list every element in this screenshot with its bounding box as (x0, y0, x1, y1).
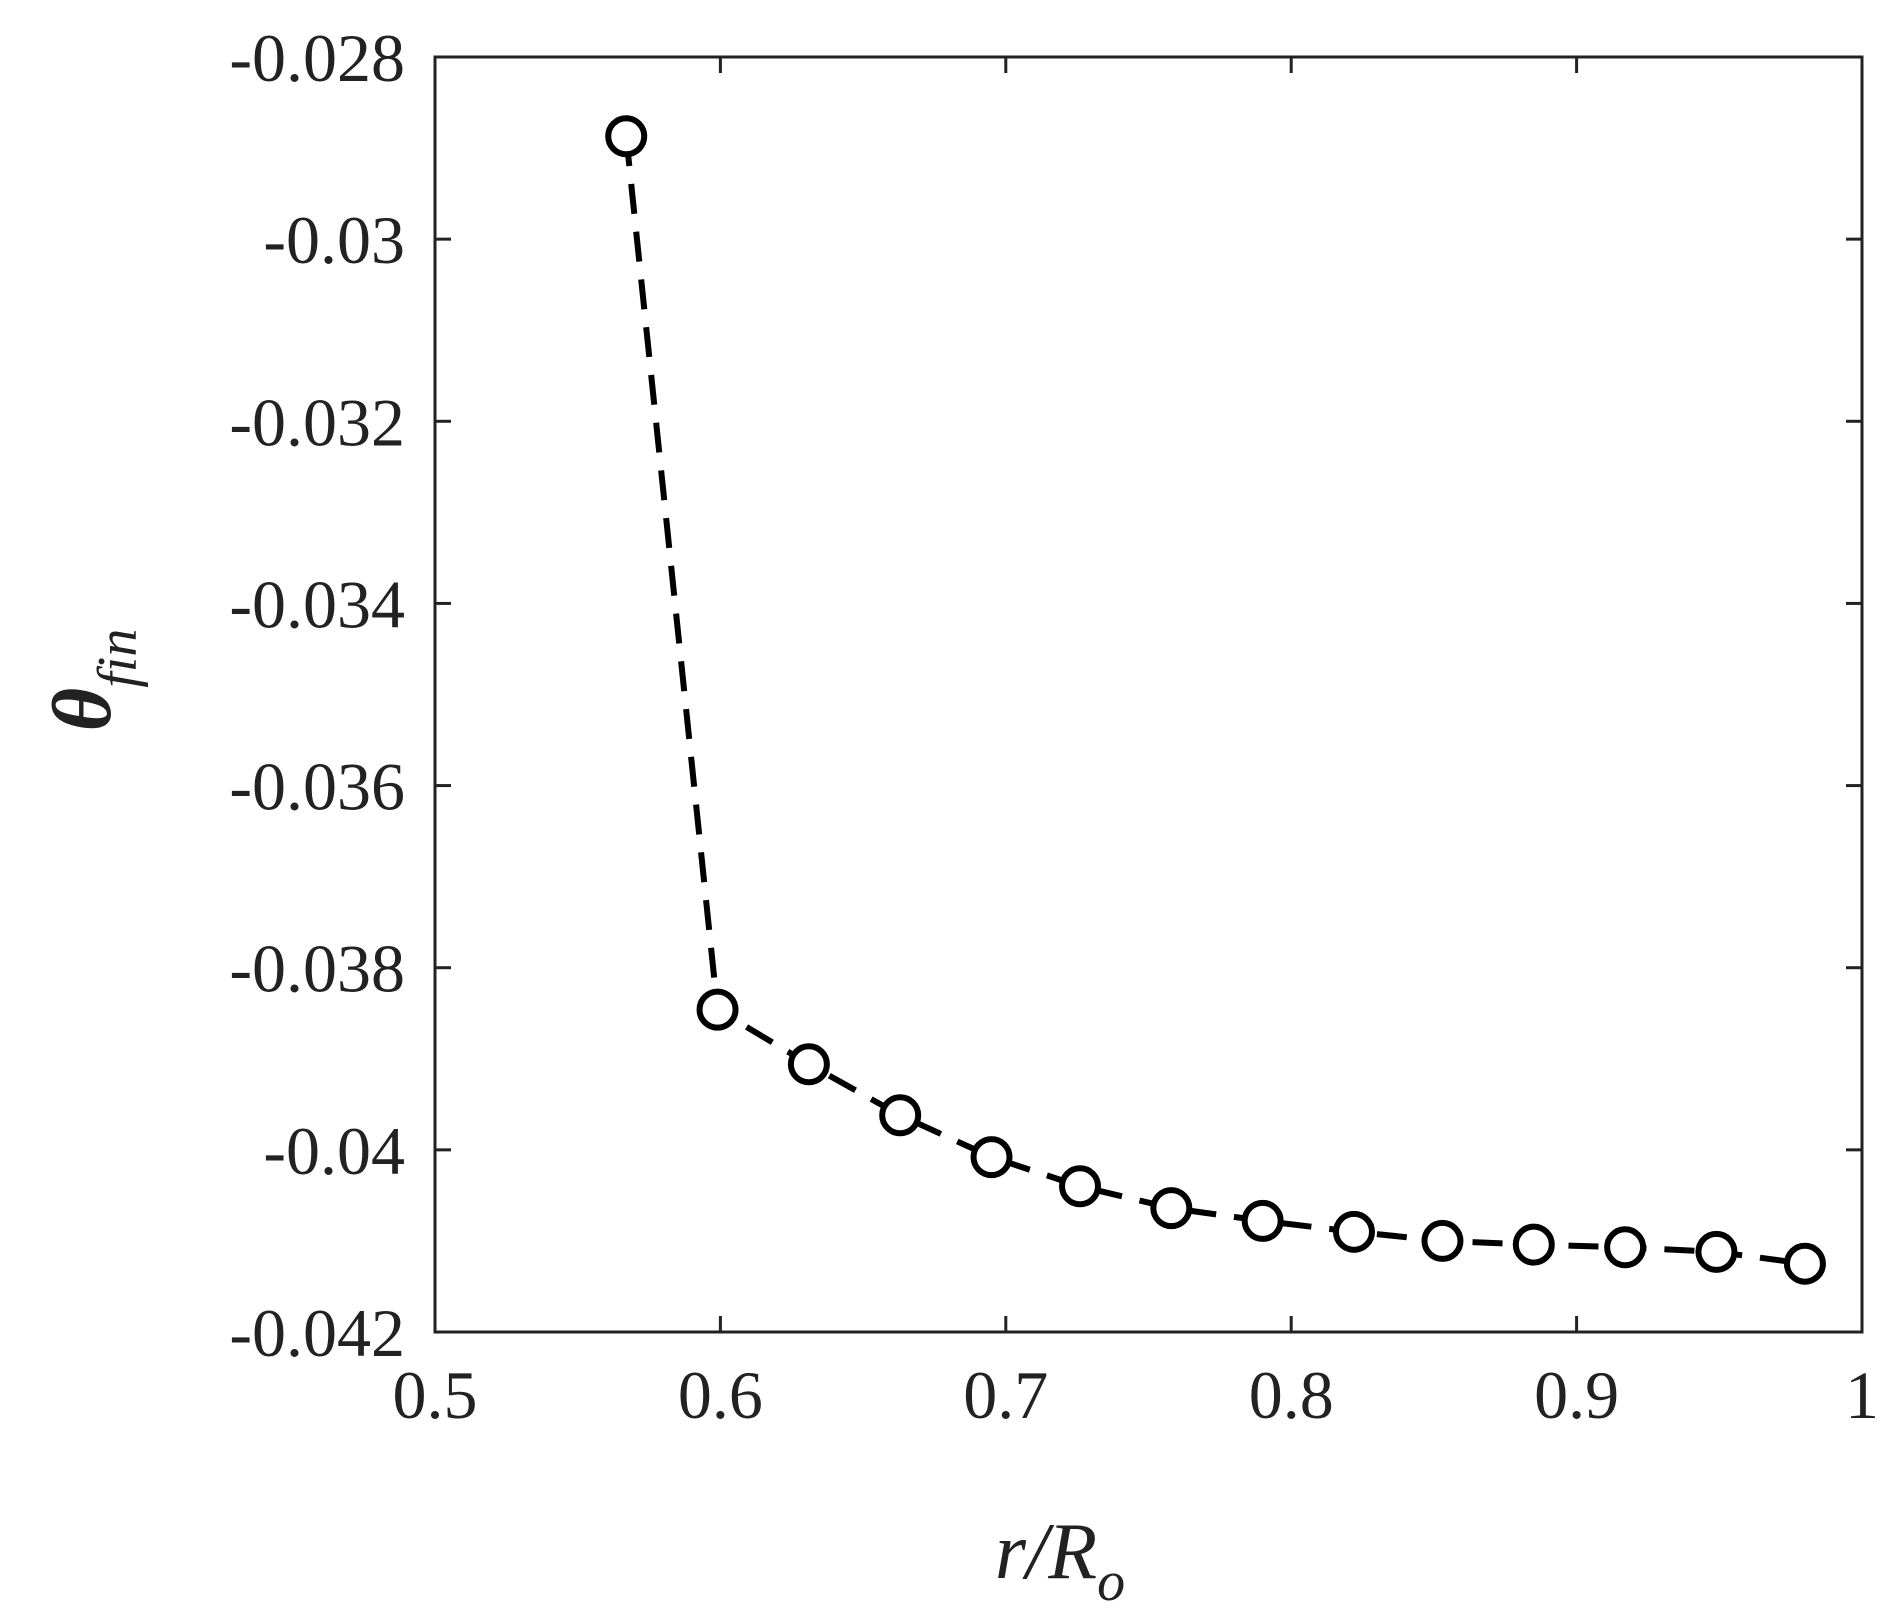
plot-area: 0.5 0.6 0.7 0.8 0.9 1 -0.028 -0.03 -0.032 -0.034 -… (229, 20, 1879, 1433)
data-point (1695, 1230, 1738, 1273)
y-tick-label: -0.042 (229, 1295, 405, 1371)
x-axis-title-sub: o (1097, 1551, 1125, 1612)
data-point (879, 1094, 922, 1137)
y-axis-title-sub: fin (87, 629, 149, 688)
x-axis-title-main: r/R (995, 1508, 1097, 1596)
data-point (1150, 1187, 1193, 1230)
data-point (1783, 1242, 1826, 1285)
x-tick-label: 0.6 (678, 1357, 763, 1433)
data-point (605, 115, 648, 158)
x-axis-title: r/Ro (995, 1508, 1125, 1612)
x-tick-label: 1 (1845, 1357, 1879, 1433)
data-point (1332, 1210, 1375, 1253)
data-point (1421, 1219, 1464, 1262)
y-tick-label: -0.038 (229, 931, 405, 1007)
series-line (623, 135, 1806, 1267)
x-tick-label: 0.5 (393, 1357, 478, 1433)
x-tick-label: 0.9 (1534, 1357, 1619, 1433)
y-axis-title-main: θ (36, 688, 129, 732)
data-point (1512, 1223, 1555, 1266)
plot-frame (433, 55, 1864, 1334)
data-point (787, 1043, 830, 1086)
y-tick-label: -0.036 (229, 749, 405, 825)
y-tick-label: -0.032 (229, 384, 405, 460)
y-tick-label: -0.028 (229, 20, 405, 96)
data-point (696, 988, 739, 1031)
data-point (970, 1136, 1013, 1179)
y-tick-label: -0.034 (229, 566, 405, 642)
y-axis-title: θfin (36, 629, 149, 732)
data-point (1241, 1199, 1284, 1242)
data-point (1604, 1226, 1647, 1269)
data-point (1059, 1165, 1102, 1208)
x-tick-label: 0.7 (963, 1357, 1048, 1433)
x-tick-label: 0.8 (1249, 1357, 1334, 1433)
y-tick-label: -0.03 (263, 202, 405, 278)
y-tick-label: -0.04 (263, 1113, 405, 1189)
